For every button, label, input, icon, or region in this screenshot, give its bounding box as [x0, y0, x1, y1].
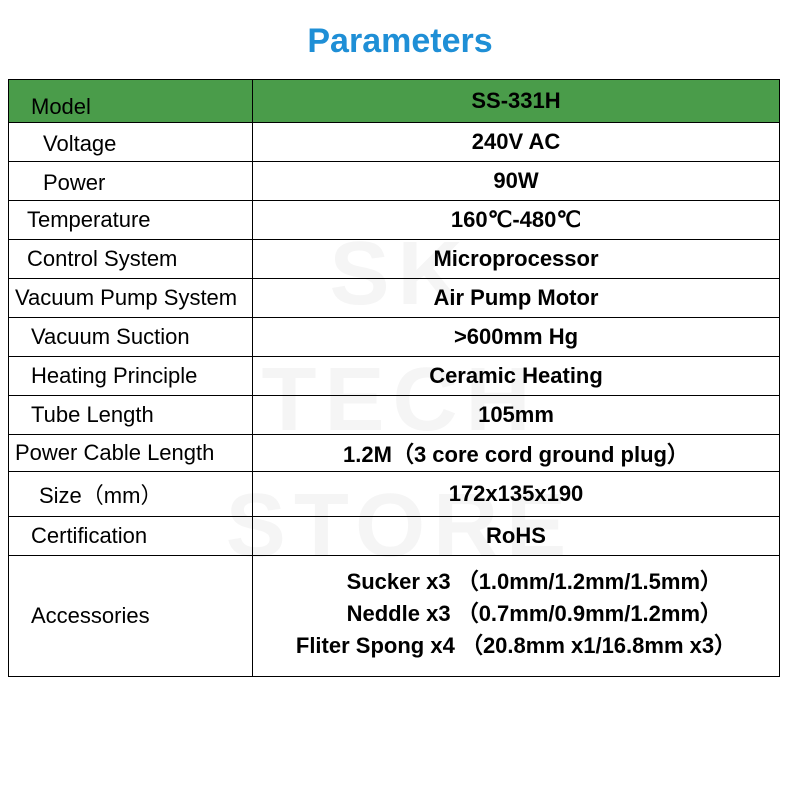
row-value: 1.2M（3 core cord ground plug） — [253, 435, 780, 472]
row-label: Accessories — [9, 556, 253, 677]
row-label: Size（mm） — [9, 472, 253, 517]
row-label: Power Cable Length — [9, 435, 253, 472]
row-label: Certification — [9, 517, 253, 556]
header-label: Model — [9, 80, 253, 123]
table-row: Temperature 160℃-480℃ — [9, 201, 780, 240]
table-row: Voltage 240V AC — [9, 123, 780, 162]
row-value: >600mm Hg — [253, 318, 780, 357]
table-row: Certification RoHS — [9, 517, 780, 556]
accessory-line: Fliter Spong x4 （20.8mm x1/16.8mm x3） — [257, 630, 775, 662]
row-label: Heating Principle — [9, 357, 253, 396]
row-value: 240V AC — [253, 123, 780, 162]
table-row: Power Cable Length 1.2M（3 core cord grou… — [9, 435, 780, 472]
table-row: Heating Principle Ceramic Heating — [9, 357, 780, 396]
page-title: Parameters — [0, 22, 800, 61]
table-row: Vacuum Suction >600mm Hg — [9, 318, 780, 357]
table-row: Power 90W — [9, 162, 780, 201]
table-row: Size（mm） 172x135x190 — [9, 472, 780, 517]
row-value: RoHS — [253, 517, 780, 556]
row-value: 160℃-480℃ — [253, 201, 780, 240]
table-row: Vacuum Pump System Air Pump Motor — [9, 279, 780, 318]
row-value: Ceramic Heating — [253, 357, 780, 396]
row-value: 105mm — [253, 396, 780, 435]
content-wrapper: Parameters Model SS-331H Voltage 240V AC… — [0, 0, 800, 677]
row-label: Voltage — [9, 123, 253, 162]
accessory-line: Neddle x3 （0.7mm/0.9mm/1.2mm） — [257, 598, 775, 630]
accessories-value: Sucker x3 （1.0mm/1.2mm/1.5mm） Neddle x3 … — [253, 556, 780, 677]
row-value: 172x135x190 — [253, 472, 780, 517]
row-label: Vacuum Suction — [9, 318, 253, 357]
row-value: Air Pump Motor — [253, 279, 780, 318]
table-row: Tube Length 105mm — [9, 396, 780, 435]
row-label: Vacuum Pump System — [9, 279, 253, 318]
table-header-row: Model SS-331H — [9, 80, 780, 123]
row-label: Tube Length — [9, 396, 253, 435]
row-value: Microprocessor — [253, 240, 780, 279]
row-label: Temperature — [9, 201, 253, 240]
row-label: Power — [9, 162, 253, 201]
accessory-line: Sucker x3 （1.0mm/1.2mm/1.5mm） — [257, 566, 775, 598]
header-value: SS-331H — [253, 80, 780, 123]
table-row: Control System Microprocessor — [9, 240, 780, 279]
row-label: Control System — [9, 240, 253, 279]
table-row-accessories: Accessories Sucker x3 （1.0mm/1.2mm/1.5mm… — [9, 556, 780, 677]
row-value: 90W — [253, 162, 780, 201]
parameters-table: Model SS-331H Voltage 240V AC Power 90W … — [8, 79, 780, 677]
